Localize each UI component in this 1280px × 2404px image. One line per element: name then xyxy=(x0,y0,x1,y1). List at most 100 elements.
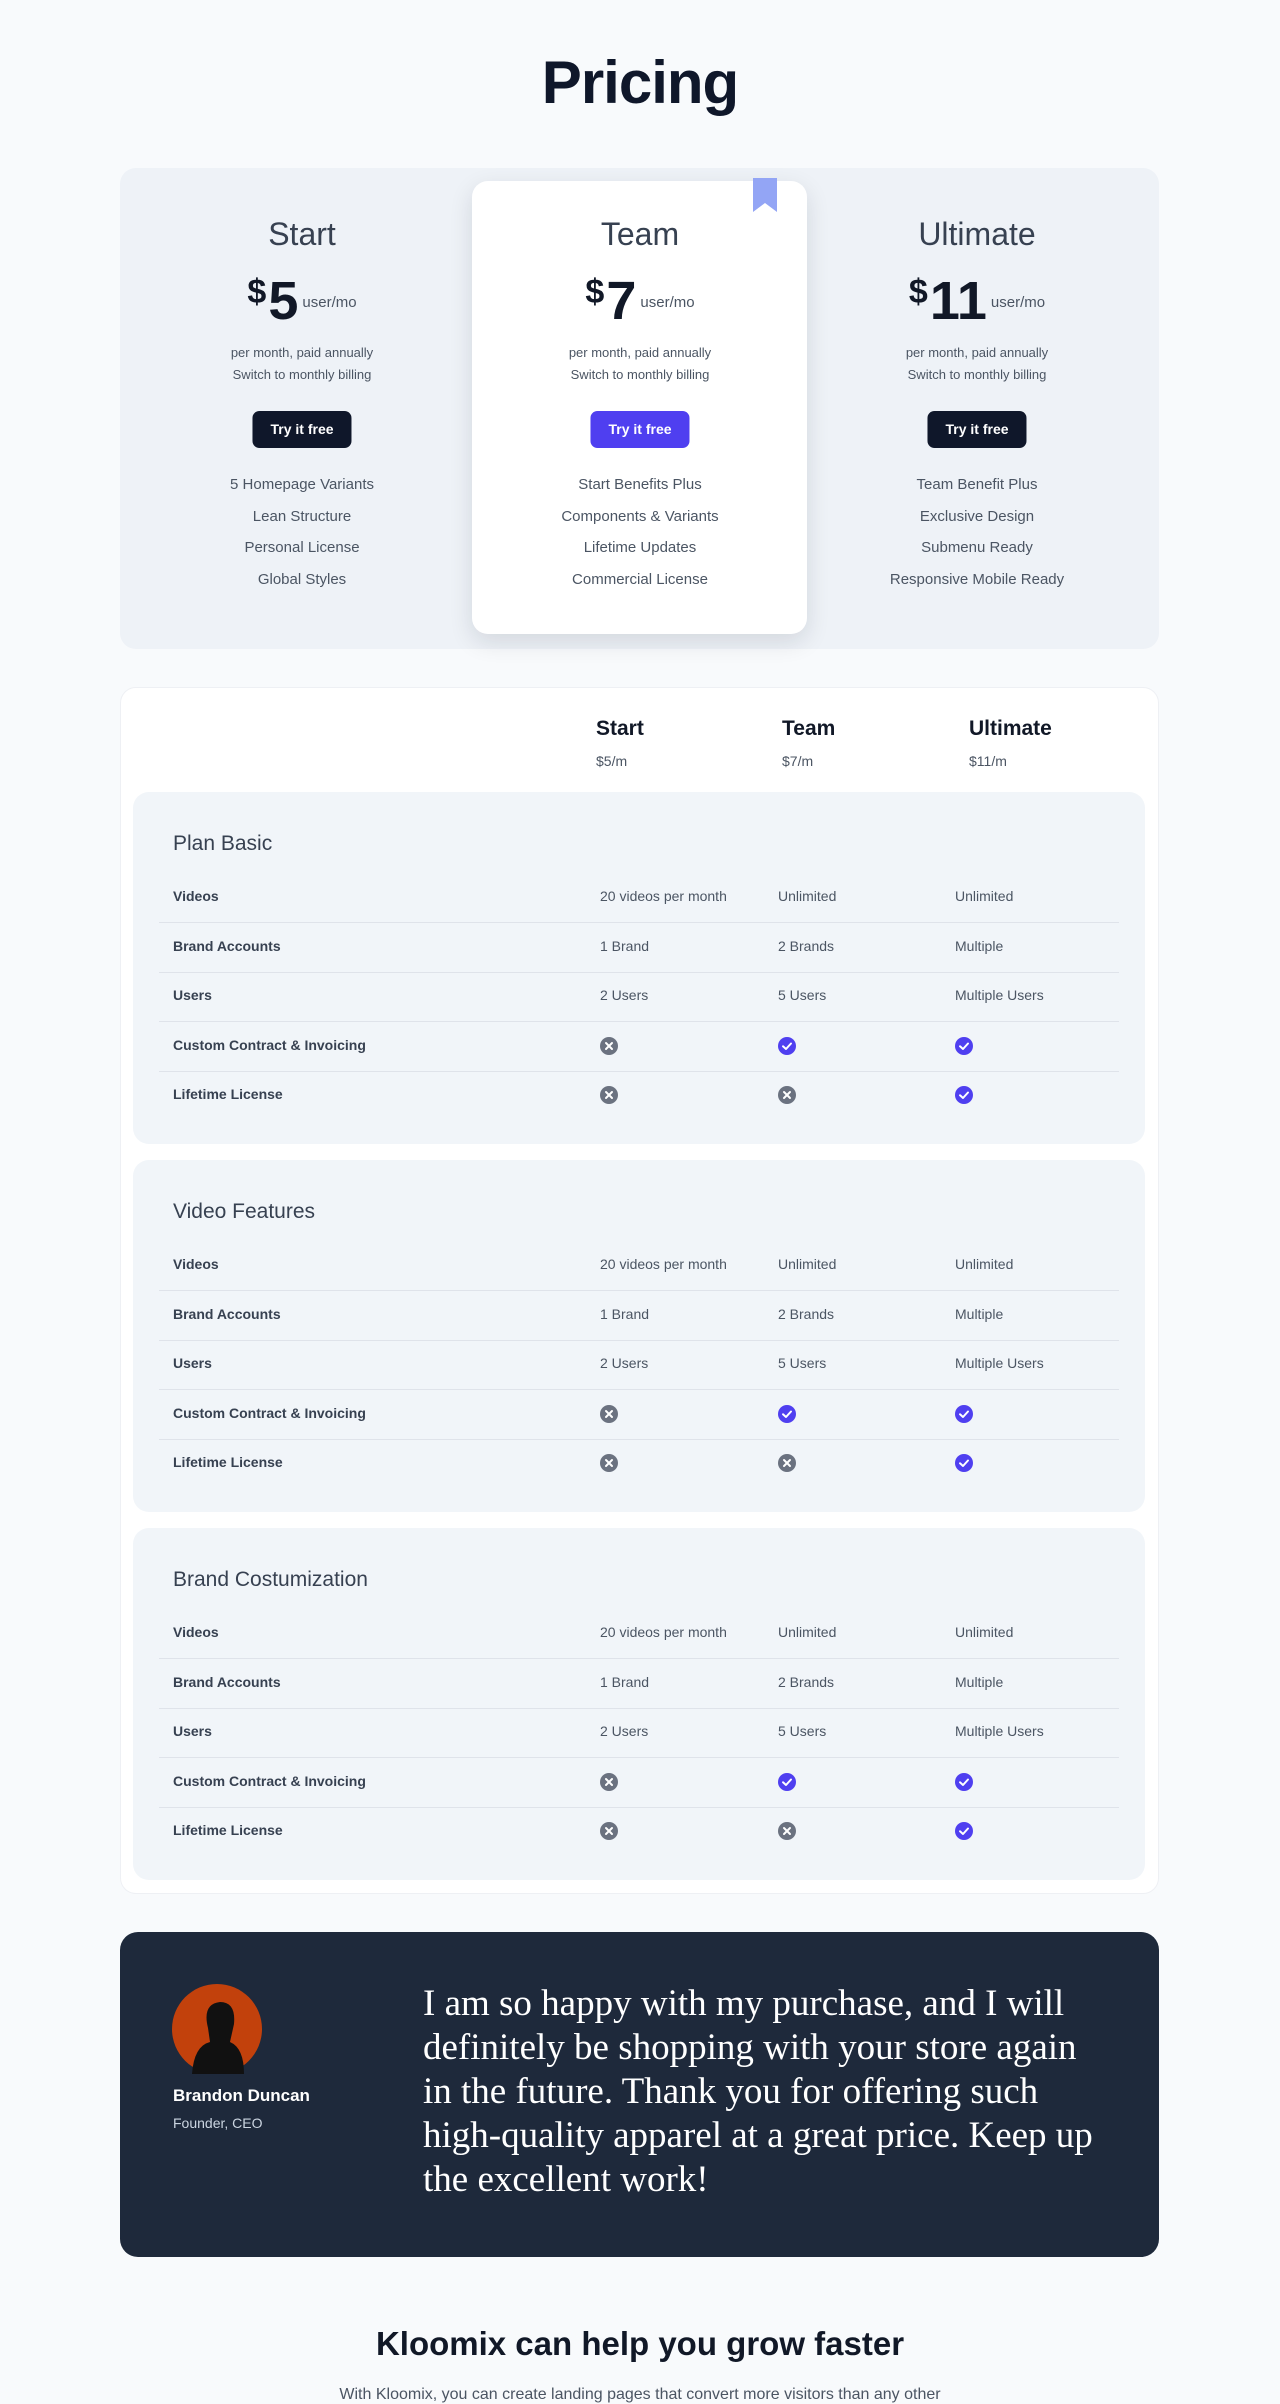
cell: Multiple xyxy=(955,937,1004,954)
billing-switch: Switch to monthly billing xyxy=(907,367,1047,382)
feature: Commercial License xyxy=(572,570,708,588)
row-label: Brand Accounts xyxy=(173,1305,281,1322)
section-card xyxy=(133,1528,1145,1880)
featured-card xyxy=(472,181,807,634)
cell: 20 videos per month xyxy=(600,1624,727,1640)
row-divider xyxy=(159,1658,1119,1659)
cta-text: With Kloomix, you can create landing pag… xyxy=(339,2386,941,2403)
cell: 1 Brand xyxy=(600,937,650,954)
cell: Unlimited xyxy=(955,1256,1014,1272)
cell: Multiple xyxy=(955,1673,1004,1690)
price-unit: user/mo xyxy=(302,294,357,311)
row-divider xyxy=(159,971,1119,973)
check-icon xyxy=(778,1404,796,1423)
row-label: Videos xyxy=(173,888,219,904)
cell: Multiple Users xyxy=(955,1723,1044,1739)
column-price: $7/m xyxy=(782,753,814,769)
cross-icon xyxy=(778,1822,796,1840)
row-label: Lifetime License xyxy=(173,1086,283,1102)
cell: Unlimited xyxy=(778,1256,837,1272)
check-icon xyxy=(955,1454,973,1472)
plan-name: Team xyxy=(600,216,680,252)
price-unit: user/mo xyxy=(990,294,1046,311)
cross-icon xyxy=(600,1036,618,1055)
row-label: Brand Accounts xyxy=(173,1673,281,1690)
cell: Unlimited xyxy=(955,1624,1014,1640)
row-divider xyxy=(159,1438,1119,1440)
column-price: $11/m xyxy=(969,753,1007,769)
cell: 2 Users xyxy=(600,1355,649,1371)
billing-switch: Switch to monthly billing xyxy=(570,367,710,382)
cross-icon xyxy=(600,1404,618,1423)
row-divider xyxy=(159,1070,1119,1072)
row-divider xyxy=(159,1757,1119,1758)
billing-switch: Switch to monthly billing xyxy=(232,367,372,382)
row-divider xyxy=(159,1806,1119,1808)
cross-icon xyxy=(778,1086,796,1104)
currency: $ xyxy=(247,273,267,311)
row-label: Users xyxy=(173,1723,212,1739)
column-price: $5/m xyxy=(596,753,628,769)
check-icon xyxy=(955,1086,973,1104)
cross-icon xyxy=(778,1454,796,1472)
row-label: Brand Accounts xyxy=(173,937,281,954)
cell: 1 Brand xyxy=(600,1305,650,1322)
cell: Multiple Users xyxy=(955,1355,1044,1371)
row-label: Videos xyxy=(173,1256,219,1272)
row-divider xyxy=(159,1389,1119,1390)
column-name: Ultimate xyxy=(969,717,1052,740)
cell: 2 Brands xyxy=(778,937,835,954)
plan-name: Start xyxy=(268,216,336,252)
cross-icon xyxy=(600,1454,618,1472)
cell: 2 Brands xyxy=(778,1305,835,1322)
price-value: 11 xyxy=(929,271,987,331)
section-title: Plan Basic xyxy=(173,832,273,855)
plan-price: $11 user/mo xyxy=(909,270,1045,332)
cell: Multiple Users xyxy=(955,987,1044,1003)
page-title: Pricing xyxy=(541,49,739,116)
quote: I am so happy with my purchase, and I wi… xyxy=(423,1983,1093,2200)
try-button[interactable]: Try it free xyxy=(590,411,690,448)
check-icon xyxy=(778,1772,796,1791)
cell: 2 Users xyxy=(600,987,649,1003)
row-label: Lifetime License xyxy=(173,1822,283,1838)
avatar xyxy=(172,1984,262,2074)
testimonial xyxy=(120,1932,1159,2257)
section-title: Brand Costumization xyxy=(173,1568,368,1591)
cross-icon xyxy=(600,1772,618,1791)
row-label: Videos xyxy=(173,1624,219,1640)
feature: Lean Structure xyxy=(252,507,352,525)
cell: 2 Brands xyxy=(778,1673,835,1690)
cell: 1 Brand xyxy=(600,1673,650,1690)
price-value: 5 xyxy=(268,271,299,331)
cell: Unlimited xyxy=(778,888,837,904)
try-button[interactable]: Try it free xyxy=(927,411,1027,448)
cell: Unlimited xyxy=(778,1624,837,1640)
price-value: 7 xyxy=(606,271,637,331)
cell: 5 Users xyxy=(778,1355,827,1371)
section-title: Video Features xyxy=(173,1200,316,1223)
feature: 5 Homepage Variants xyxy=(230,476,374,493)
row-divider xyxy=(159,922,1119,923)
row-divider xyxy=(159,1290,1119,1291)
row-label: Custom Contract & Invoicing xyxy=(173,1404,366,1421)
row-divider xyxy=(159,1707,1119,1709)
row-label: Custom Contract & Invoicing xyxy=(173,1036,366,1053)
plan-price: $7 user/mo xyxy=(585,270,694,332)
row-divider xyxy=(159,1339,1119,1341)
row-label: Users xyxy=(173,987,212,1003)
cell: 20 videos per month xyxy=(600,1256,727,1272)
currency: $ xyxy=(585,273,605,311)
try-button[interactable]: Try it free xyxy=(252,411,352,448)
feature: Responsive Mobile Ready xyxy=(889,570,1065,588)
author-name: Brandon Duncan xyxy=(173,2086,310,2105)
check-icon xyxy=(955,1404,973,1423)
row-label: Users xyxy=(173,1355,212,1371)
bookmark-icon xyxy=(753,178,777,212)
row-label: Lifetime License xyxy=(173,1454,283,1470)
feature: Lifetime Updates xyxy=(583,539,697,556)
cell: Multiple xyxy=(955,1305,1004,1322)
author-role: Founder, CEO xyxy=(173,2115,263,2131)
billing-note: per month, paid annually xyxy=(230,345,374,360)
feature: Personal License xyxy=(244,539,360,556)
